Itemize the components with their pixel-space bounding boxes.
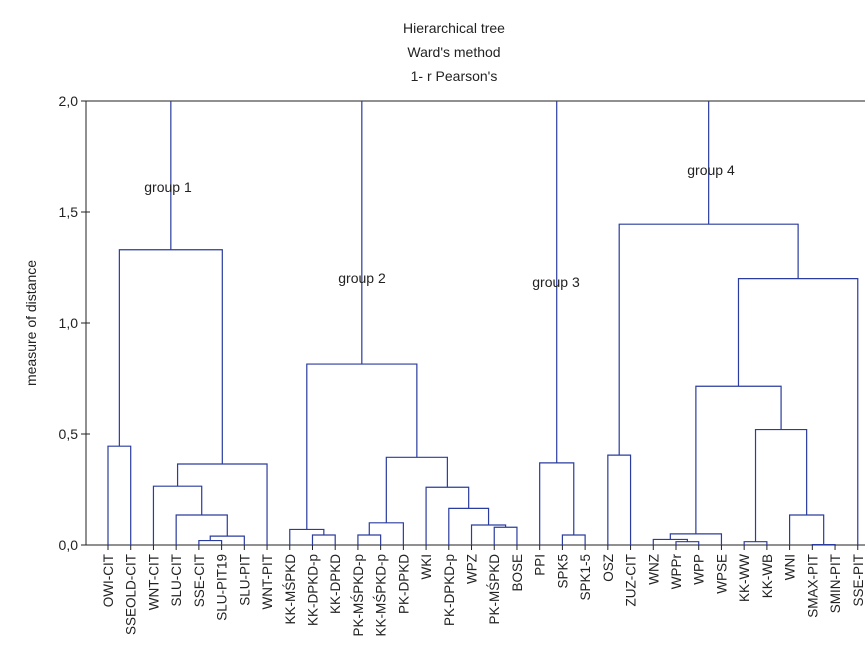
dendrogram-link: [789, 514, 825, 545]
x-tick-label: KK-DPKD-p: [305, 554, 320, 626]
dendrogram-link: [448, 507, 490, 545]
x-tick-label: WPSE: [714, 554, 729, 594]
chart-title: Hierarchical tree: [403, 20, 505, 36]
x-tick-label: WPPr: [669, 553, 684, 589]
dendrogram-link: [198, 539, 223, 545]
dendrogram-link: [539, 462, 575, 545]
dendrogram-link: [107, 445, 132, 545]
x-tick-label: WNI: [783, 554, 798, 580]
x-tick-label: ZUZ-CIT: [624, 554, 639, 606]
x-tick-label: SMIN-PIT: [828, 554, 843, 613]
group-label: group 1: [144, 179, 192, 195]
y-tick-label: 1,0: [59, 315, 79, 331]
x-tick-label: KK-WW: [737, 554, 752, 602]
dendrogram-link: [561, 534, 586, 545]
x-tick-label: PPI: [533, 554, 548, 576]
group-label: group 4: [687, 162, 735, 178]
chart-title: 1- r Pearson's: [411, 68, 498, 84]
dendrogram-link: [118, 249, 223, 464]
x-tick-label: OSZ: [601, 554, 616, 582]
x-tick-label: SMAX-PIT: [805, 554, 820, 618]
dendrogram-link: [618, 223, 799, 456]
x-tick-label: KK-WB: [760, 554, 775, 598]
x-tick-label: PK-DPKD-p: [442, 554, 457, 626]
y-tick-label: 1,5: [59, 204, 79, 220]
dendrogram-link: [493, 526, 518, 545]
x-tick-label: SSE-CIT: [192, 554, 207, 607]
x-tick-label: SLU-PIT: [237, 554, 252, 606]
dendrogram-link: [470, 524, 507, 545]
dendrogram-link: [425, 486, 470, 545]
x-tick-label: KK-MŚPKD: [283, 554, 298, 625]
group-label: group 2: [338, 270, 386, 286]
x-tick-label: WNT-CIT: [146, 554, 161, 610]
x-tick-label: SPK1-5: [578, 554, 593, 601]
y-tick-label: 0,5: [59, 426, 79, 442]
x-tick-label: SLU-CIT: [169, 554, 184, 607]
dendrogram-link: [695, 385, 782, 534]
x-tick-label: WNZ: [646, 554, 661, 585]
x-tick-label: WPP: [692, 554, 707, 585]
x-tick-label: PK-DPKD: [396, 554, 411, 614]
x-tick-label: KK-MŚPKD-p: [374, 554, 389, 637]
x-tick-label: PK-MŚPKD-p: [351, 554, 366, 637]
x-tick-label: SSE-PIT: [851, 554, 865, 607]
dendrogram-link: [289, 528, 325, 545]
x-tick-label: PK-MŚPKD: [487, 554, 502, 625]
group-label: group 3: [532, 274, 580, 290]
x-tick-label: OWI-CIT: [101, 554, 116, 607]
x-tick-label: WPZ: [465, 554, 480, 584]
dendrogram-link: [176, 463, 268, 545]
dendrogram-link: [306, 363, 418, 530]
x-tick-label: BOSE: [510, 554, 525, 592]
y-tick-label: 2,0: [59, 93, 79, 109]
chart-title: Ward's method: [407, 44, 500, 60]
x-tick-label: SPK5: [555, 554, 570, 589]
x-tick-label: SLU-PIT19: [215, 554, 230, 621]
y-axis-label: measure of distance: [23, 260, 39, 386]
x-tick-label: WNT-PIT: [260, 554, 275, 610]
dendrogram-link: [385, 456, 448, 523]
dendrogram-link: [737, 278, 859, 545]
dendrogram-link: [357, 534, 382, 545]
dendrogram-link: [311, 534, 336, 545]
dendrogram-link: [754, 428, 808, 542]
x-tick-label: WKI: [419, 554, 434, 580]
dendrogram-link: [607, 454, 632, 545]
x-tick-label: KK-DPKD: [328, 554, 343, 614]
dendrogram-link: [368, 522, 404, 545]
y-tick-label: 0,0: [59, 537, 79, 553]
x-tick-label: SSEOLD-CIT: [124, 554, 139, 635]
